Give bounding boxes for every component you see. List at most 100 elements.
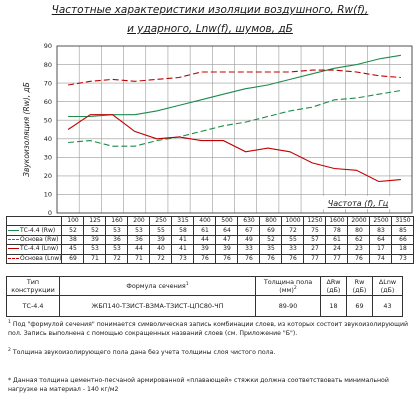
series-line-0 xyxy=(68,54,401,118)
series-line-2 xyxy=(67,114,401,183)
y-tick-label: 60 xyxy=(44,98,52,106)
data-value-label: 53 xyxy=(83,244,107,255)
data-value-label: 80 xyxy=(347,225,371,236)
table-row: Основа (Rw) 38 39 36 36 39 41 44 47 49 52 55 57 61 62 6… xyxy=(5,234,415,246)
data-value-label: 44 xyxy=(193,234,217,246)
data-value-label: 24 xyxy=(325,244,349,255)
data-value-label: 64 xyxy=(215,225,239,236)
legend-label: Основа (Rw) xyxy=(20,235,59,243)
data-value-label: 55 xyxy=(281,234,305,246)
data-value-label: 44 xyxy=(127,244,151,255)
data-value-label: 72 xyxy=(105,253,129,264)
spec-header-delta-rw: ΔRw (дБ) xyxy=(320,276,347,296)
construction-spec-table: Тип конструкции Формула сечения1 Толщина… xyxy=(6,276,403,317)
data-value-label: 83 xyxy=(369,225,393,236)
spec-header-formula-mark: 1 xyxy=(185,281,189,287)
data-value-label: 27 xyxy=(303,244,327,255)
x-tick-label: 200 xyxy=(127,215,151,227)
footnote-1: 1 Под "формулой сечения" понимается симв… xyxy=(8,318,414,338)
spec-data-row: ТС-4.4 ЖБП140-ТЗИСТ-ВЗМА-ТЗИСТ-ЦПС80-ЧП … xyxy=(6,295,403,317)
data-value-label: 17 xyxy=(369,244,393,255)
data-value-label: 39 xyxy=(83,234,107,246)
spec-type: ТС-4.4 xyxy=(6,295,60,317)
spec-header-formula-text: Формула сечения xyxy=(126,282,186,291)
series-name-cell: Основа (Rw) xyxy=(5,234,63,246)
x-tick-label: 630 xyxy=(237,215,261,227)
data-value-label: 76 xyxy=(347,253,371,264)
footnote-1-text: Под "формулой сечения" понимается символ… xyxy=(8,321,408,338)
y-tick-label: 30 xyxy=(44,154,52,162)
plot-frame xyxy=(56,45,413,214)
data-value-label: 75 xyxy=(303,225,327,236)
footnote-3: * Данная толщина цементно-песчаной армир… xyxy=(8,377,389,393)
data-value-label: 61 xyxy=(193,225,217,236)
table-row: ТС-4.4 (Rw) 52 52 53 53 55 58 61 64 67 69 72 75 78 80 8… xyxy=(5,225,415,236)
y-tick-label: 80 xyxy=(44,61,52,69)
data-value-label: 38 xyxy=(61,234,85,246)
data-value-label: 57 xyxy=(303,234,327,246)
series-name-cell: Основа (Lnw) xyxy=(5,253,63,264)
x-tick-label: 2000 xyxy=(347,215,371,227)
data-value-label: 61 xyxy=(325,234,349,246)
data-value-label: 72 xyxy=(281,225,305,236)
data-value-label: 35 xyxy=(259,244,283,255)
spec-thickness: 89-90 xyxy=(255,295,321,317)
data-value-label: 39 xyxy=(215,244,239,255)
data-value-label: 53 xyxy=(105,225,129,236)
legend-swatch xyxy=(8,229,19,231)
data-value-label: 76 xyxy=(193,253,217,264)
spec-header-thickness-text: Толщина пола (мм) xyxy=(263,277,313,295)
data-value-label: 33 xyxy=(281,244,305,255)
y-tick-label: 90 xyxy=(44,42,52,50)
y-tick-label: 0 xyxy=(48,209,52,216)
footnote-2-text: Толщина звукоизолирующего пола дана без … xyxy=(12,349,276,357)
x-axis-label-bg xyxy=(318,196,398,209)
series-name-cell: ТС-4.4 (Lnw) xyxy=(5,244,63,255)
data-value-label: 36 xyxy=(127,234,151,246)
x-tick-label: 160 xyxy=(105,215,129,227)
chart-title-line2: и ударного, Lnw(f), шумов, дБ xyxy=(127,23,293,35)
y-tick-label: 70 xyxy=(44,79,52,87)
data-value-label: 76 xyxy=(237,253,261,264)
spec-delta-rw: 18 xyxy=(320,295,347,317)
x-tick-label: 315 xyxy=(171,215,195,227)
chart-title-line1: Частотные характеристики изоляции воздуш… xyxy=(51,4,369,16)
data-value-label: 67 xyxy=(237,225,261,236)
legend-swatch xyxy=(8,257,19,259)
x-tick-label: 2500 xyxy=(369,215,393,227)
series-line-3 xyxy=(68,69,401,86)
data-value-label: 45 xyxy=(61,244,85,255)
data-value-label: 52 xyxy=(83,225,107,236)
spec-header-type: Тип конструкции xyxy=(6,276,60,296)
series-line-1 xyxy=(68,89,401,147)
data-value-label: 41 xyxy=(171,244,195,255)
footnote-1-mark: 1 xyxy=(8,320,11,325)
data-value-label: 69 xyxy=(259,225,283,236)
series-name-cell: ТС-4.4 (Rw) xyxy=(5,225,63,236)
data-value-label: 36 xyxy=(105,234,129,246)
x-tick-label: 125 xyxy=(83,215,107,227)
data-value-label: 76 xyxy=(281,253,305,264)
y-tick-label: 20 xyxy=(44,172,52,180)
y-tick-label: 40 xyxy=(44,135,52,143)
data-value-label: 69 xyxy=(61,253,85,264)
x-axis-label: Частота (f), Гц xyxy=(328,199,389,208)
data-value-label: 73 xyxy=(171,253,195,264)
frequency-chart: 0 10 20 30 40 50 60 70 80 90 Звукоизоляция (Rw), д… xyxy=(22,42,413,216)
data-value-label: 39 xyxy=(193,244,217,255)
data-value-label: 76 xyxy=(215,253,239,264)
x-tick-label: 800 xyxy=(259,215,283,227)
legend-label: ТС-4.4 (Lnw) xyxy=(20,245,59,253)
y-tick-label: 50 xyxy=(44,116,52,124)
x-tick-label: 500 xyxy=(215,215,239,227)
x-tick-label: 1250 xyxy=(303,215,327,227)
x-tick-label: 100 xyxy=(61,215,85,227)
data-value-label: 64 xyxy=(369,234,393,246)
data-value-label: 53 xyxy=(105,244,129,255)
spec-header-delta-lnw: ΔLnw (дБ) xyxy=(372,276,403,296)
data-value-label: 73 xyxy=(391,253,415,264)
chart-data-table: 100 125 160 200 250 315 400 500 630 800 1000 1250 16… xyxy=(5,215,415,264)
footnote-2-mark: 2 xyxy=(8,348,11,353)
legend-label: ТС-4.4 (Rw) xyxy=(20,226,56,234)
spec-header-rw: Rw (дБ) xyxy=(346,276,373,296)
